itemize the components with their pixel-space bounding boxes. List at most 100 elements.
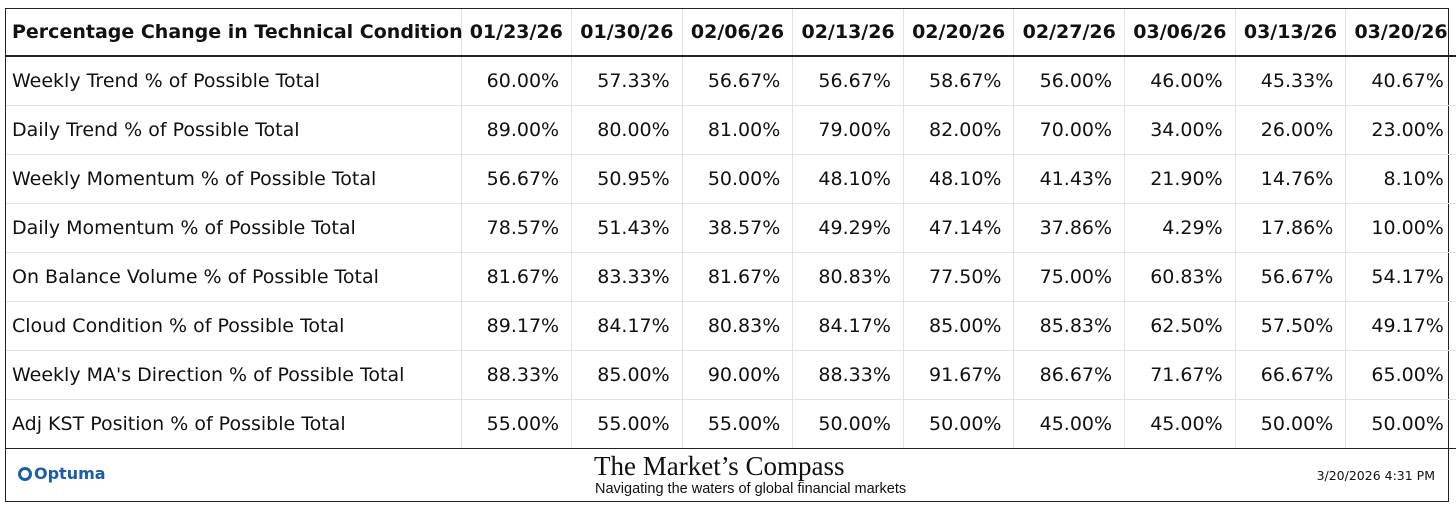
value-cell: 50.95% xyxy=(571,154,683,204)
value-cell: 71.67% xyxy=(1124,350,1236,400)
value-cell: 26.00% xyxy=(1235,105,1347,155)
value-cell: 80.00% xyxy=(571,105,683,155)
value-cell: 47.14% xyxy=(903,203,1015,253)
data-row: On Balance Volume % of Possible Total 81.… xyxy=(6,252,1456,302)
row-label: Weekly Momentum % of Possible Total xyxy=(6,154,462,204)
row-label: Daily Trend % of Possible Total xyxy=(6,105,462,155)
value-cell: 85.00% xyxy=(903,301,1015,351)
value-cell: 70.00% xyxy=(1013,105,1126,155)
footer-subtitle: Navigating the waters of global financia… xyxy=(595,481,907,497)
row-label: On Balance Volume % of Possible Total xyxy=(6,252,462,302)
logo: Optuma xyxy=(18,464,106,483)
value-cell: 45.00% xyxy=(1124,399,1236,449)
row-label: Weekly Trend % of Possible Total xyxy=(6,56,462,106)
data-row: Cloud Condition % of Possible Total 89.17… xyxy=(6,301,1456,351)
value-cell: 90.00% xyxy=(682,350,794,400)
value-cell: 41.43% xyxy=(1013,154,1126,204)
timestamp: 3/20/2026 4:31 PM xyxy=(1316,468,1435,483)
table-title: Percentage Change in Technical Condition xyxy=(6,9,463,57)
data-row: Weekly MA's Direction % of Possible Tota… xyxy=(6,350,1456,400)
value-cell: 85.00% xyxy=(571,350,683,400)
row-label: Daily Momentum % of Possible Total xyxy=(6,203,462,253)
value-cell: 46.00% xyxy=(1124,56,1236,106)
row-label: Cloud Condition % of Possible Total xyxy=(6,301,462,351)
value-cell: 50.00% xyxy=(1235,399,1347,449)
date-header: 01/23/26 xyxy=(461,9,573,57)
value-cell: 89.00% xyxy=(461,105,573,155)
value-cell: 14.76% xyxy=(1235,154,1347,204)
data-table: Percentage Change in Technical Condition… xyxy=(6,9,1456,449)
value-cell: 86.67% xyxy=(1013,350,1126,400)
value-cell: 88.33% xyxy=(461,350,573,400)
value-cell: 58.67% xyxy=(903,56,1015,106)
value-cell: 37.86% xyxy=(1013,203,1126,253)
value-cell: 21.90% xyxy=(1124,154,1236,204)
data-row: Adj KST Position % of Possible Total 55.0… xyxy=(6,399,1456,449)
value-cell: 65.00% xyxy=(1345,350,1456,400)
row-label: Weekly MA's Direction % of Possible Tota… xyxy=(6,350,462,400)
value-cell: 40.67% xyxy=(1345,56,1456,106)
value-cell: 50.00% xyxy=(682,154,794,204)
date-header: 03/20/26 xyxy=(1345,9,1456,57)
value-cell: 56.67% xyxy=(461,154,573,204)
value-cell: 56.67% xyxy=(792,56,904,106)
value-cell: 57.50% xyxy=(1235,301,1347,351)
value-cell: 80.83% xyxy=(792,252,904,302)
value-cell: 88.33% xyxy=(792,350,904,400)
row-label: Adj KST Position % of Possible Total xyxy=(6,399,462,449)
value-cell: 62.50% xyxy=(1124,301,1236,351)
value-cell: 89.17% xyxy=(461,301,573,351)
data-row: Weekly Momentum % of Possible Total 56.67… xyxy=(6,154,1456,204)
value-cell: 81.67% xyxy=(461,252,573,302)
value-cell: 60.83% xyxy=(1124,252,1236,302)
value-cell: 55.00% xyxy=(461,399,573,449)
table-frame: Percentage Change in Technical Condition… xyxy=(5,8,1456,502)
value-cell: 55.00% xyxy=(571,399,683,449)
date-header: 02/06/26 xyxy=(682,9,794,57)
value-cell: 84.17% xyxy=(571,301,683,351)
value-cell: 60.00% xyxy=(461,56,573,106)
date-header: 03/06/26 xyxy=(1124,9,1236,57)
value-cell: 81.00% xyxy=(682,105,794,155)
value-cell: 82.00% xyxy=(903,105,1015,155)
value-cell: 17.86% xyxy=(1235,203,1347,253)
logo-text: Optuma xyxy=(34,464,106,483)
value-cell: 56.00% xyxy=(1013,56,1126,106)
value-cell: 78.57% xyxy=(461,203,573,253)
value-cell: 54.17% xyxy=(1345,252,1456,302)
value-cell: 45.00% xyxy=(1013,399,1126,449)
value-cell: 49.17% xyxy=(1345,301,1456,351)
value-cell: 80.83% xyxy=(682,301,794,351)
data-row: Daily Trend % of Possible Total 89.00% 80.… xyxy=(6,105,1456,155)
date-header: 02/13/26 xyxy=(792,9,904,57)
value-cell: 10.00% xyxy=(1345,203,1456,253)
value-cell: 50.00% xyxy=(903,399,1015,449)
value-cell: 50.00% xyxy=(792,399,904,449)
value-cell: 8.10% xyxy=(1345,154,1456,204)
value-cell: 75.00% xyxy=(1013,252,1126,302)
value-cell: 84.17% xyxy=(792,301,904,351)
value-cell: 66.67% xyxy=(1235,350,1347,400)
value-cell: 45.33% xyxy=(1235,56,1347,106)
value-cell: 48.10% xyxy=(903,154,1015,204)
value-cell: 79.00% xyxy=(792,105,904,155)
data-row: Daily Momentum % of Possible Total 78.57%… xyxy=(6,203,1456,253)
value-cell: 77.50% xyxy=(903,252,1015,302)
value-cell: 49.29% xyxy=(792,203,904,253)
value-cell: 4.29% xyxy=(1124,203,1236,253)
value-cell: 48.10% xyxy=(792,154,904,204)
value-cell: 50.00% xyxy=(1345,399,1456,449)
footer-title: The Market’s Compass xyxy=(594,451,845,481)
footer: Optuma The Market’s Compass Navigating t… xyxy=(6,447,1447,501)
date-header: 03/13/26 xyxy=(1235,9,1347,57)
value-cell: 23.00% xyxy=(1345,105,1456,155)
value-cell: 51.43% xyxy=(571,203,683,253)
value-cell: 34.00% xyxy=(1124,105,1236,155)
date-header: 02/27/26 xyxy=(1013,9,1126,57)
data-row: Weekly Trend % of Possible Total 60.00% 57… xyxy=(6,56,1456,106)
date-header: 02/20/26 xyxy=(903,9,1015,57)
value-cell: 91.67% xyxy=(903,350,1015,400)
value-cell: 81.67% xyxy=(682,252,794,302)
value-cell: 85.83% xyxy=(1013,301,1126,351)
